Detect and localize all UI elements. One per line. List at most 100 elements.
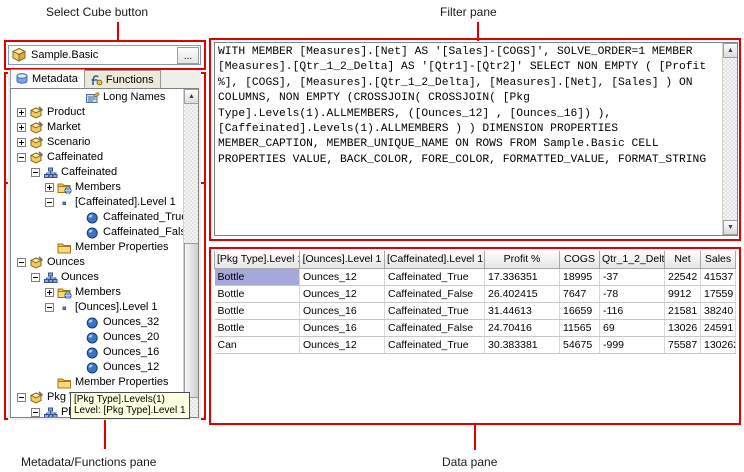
tree-node[interactable]: Members: [11, 180, 184, 195]
grid-row[interactable]: Bottle Ounces_16 Caffeinated_False 24.70416…: [214, 319, 736, 337]
select-cube-bar[interactable]: Sample.Basic ...: [8, 45, 201, 65]
expand-icon[interactable]: [45, 288, 54, 297]
grid-cell[interactable]: Bottle: [214, 302, 300, 320]
grid-cell[interactable]: Caffeinated_False: [384, 319, 485, 337]
tree-node[interactable]: Ounces_16: [11, 345, 184, 360]
grid-column-header[interactable]: Profit %: [484, 251, 560, 269]
grid-cell[interactable]: 17559: [700, 285, 736, 303]
tree-scroll-track[interactable]: [184, 104, 198, 417]
tree-node[interactable]: Ounces_12: [11, 360, 184, 375]
grid-cell[interactable]: 41537: [700, 268, 736, 286]
expand-icon[interactable]: [17, 123, 26, 132]
grid-column-header[interactable]: Sales: [700, 251, 736, 269]
expand-icon[interactable]: [17, 108, 26, 117]
tree-node[interactable]: Ounces: [11, 255, 184, 270]
grid-cell[interactable]: Ounces_12: [299, 268, 385, 286]
tree-node[interactable]: [Ounces].Level 1: [11, 300, 184, 315]
grid-cell[interactable]: 9912: [664, 285, 701, 303]
grid-column-header[interactable]: COGS: [559, 251, 600, 269]
data-pane[interactable]: [Pkg Type].Level 1 [Ounces].Level 1 [Caffe…: [214, 251, 738, 421]
result-grid[interactable]: [Pkg Type].Level 1 [Ounces].Level 1 [Caffe…: [214, 251, 736, 354]
grid-cell[interactable]: 21581: [664, 302, 701, 320]
grid-row[interactable]: Bottle Ounces_12 Caffeinated_False 26.40241…: [214, 285, 736, 303]
grid-column-header[interactable]: Net: [664, 251, 701, 269]
tree-node[interactable]: Ounces_20: [11, 330, 184, 345]
grid-row[interactable]: Bottle Ounces_16 Caffeinated_True 31.44613 1…: [214, 302, 736, 320]
tree-scroll-up-button[interactable]: ▲: [184, 89, 198, 104]
expand-icon[interactable]: [45, 183, 54, 192]
grid-cell[interactable]: Caffeinated_False: [384, 285, 485, 303]
grid-row[interactable]: Bottle Ounces_12 Caffeinated_True 17.336351…: [214, 268, 736, 286]
tree-node[interactable]: Ounces_32: [11, 315, 184, 330]
tree-node[interactable]: Caffeinated_True: [11, 210, 184, 225]
grid-cell[interactable]: 13026: [664, 319, 701, 337]
tree-node[interactable]: [Caffeinated].Level 1: [11, 195, 184, 210]
grid-cell[interactable]: 75587: [664, 336, 701, 354]
collapse-icon[interactable]: [17, 153, 26, 162]
tree-node[interactable]: Long Names: [11, 90, 184, 105]
mdx-query-text[interactable]: WITH MEMBER [Measures].[Net] AS '[Sales]…: [218, 46, 713, 166]
grid-cell[interactable]: Ounces_16: [299, 302, 385, 320]
tree-node[interactable]: Members: [11, 285, 184, 300]
filter-pane-scrollbar[interactable]: ▲ ▼: [722, 43, 737, 235]
filter-scroll-track[interactable]: [723, 58, 737, 235]
collapse-icon[interactable]: [17, 258, 26, 267]
filter-scroll-up-button[interactable]: ▲: [723, 43, 737, 58]
tree-node[interactable]: Caffeinated: [11, 150, 184, 165]
grid-cell[interactable]: 22542: [664, 268, 701, 286]
tree-node[interactable]: Ounces: [11, 270, 184, 285]
expand-icon[interactable]: [17, 138, 26, 147]
grid-cell[interactable]: 24.70416: [484, 319, 560, 337]
grid-cell[interactable]: -116: [599, 302, 665, 320]
grid-cell[interactable]: 38240: [700, 302, 736, 320]
filter-pane[interactable]: WITH MEMBER [Measures].[Net] AS '[Sales]…: [214, 42, 738, 236]
metadata-tree[interactable]: Long Names Product Market Scenario Caffeinat…: [10, 88, 199, 418]
grid-cell[interactable]: 26.402415: [484, 285, 560, 303]
grid-cell[interactable]: 30.383381: [484, 336, 560, 354]
grid-cell[interactable]: Bottle: [214, 268, 300, 286]
collapse-icon[interactable]: [31, 273, 40, 282]
tree-scroll-thumb[interactable]: [184, 243, 198, 398]
tree-node[interactable]: Member Properties: [11, 375, 184, 390]
tree-node[interactable]: Market: [11, 120, 184, 135]
grid-cell[interactable]: Bottle: [214, 285, 300, 303]
grid-cell[interactable]: 24591: [700, 319, 736, 337]
grid-cell[interactable]: -37: [599, 268, 665, 286]
grid-column-header[interactable]: Qtr_1_2_Delta: [599, 251, 665, 269]
grid-cell[interactable]: -78: [599, 285, 665, 303]
tree-node[interactable]: Scenario: [11, 135, 184, 150]
grid-cell[interactable]: Ounces_12: [299, 285, 385, 303]
grid-cell[interactable]: 18995: [559, 268, 600, 286]
tree-node[interactable]: Member Properties: [11, 240, 184, 255]
collapse-icon[interactable]: [17, 393, 26, 402]
grid-column-header[interactable]: [Pkg Type].Level 1: [214, 251, 300, 269]
grid-cell[interactable]: 17.336351: [484, 268, 560, 286]
grid-cell[interactable]: 54675: [559, 336, 600, 354]
grid-cell[interactable]: Ounces_12: [299, 336, 385, 354]
collapse-icon[interactable]: [45, 198, 54, 207]
filter-scroll-down-button[interactable]: ▼: [723, 220, 737, 235]
grid-cell[interactable]: Ounces_16: [299, 319, 385, 337]
grid-column-header[interactable]: [Caffeinated].Level 1: [384, 251, 485, 269]
grid-cell[interactable]: Caffeinated_True: [384, 302, 485, 320]
grid-cell[interactable]: Caffeinated_True: [384, 336, 485, 354]
grid-cell[interactable]: 31.44613: [484, 302, 560, 320]
grid-column-header[interactable]: [Ounces].Level 1: [299, 251, 385, 269]
collapse-icon[interactable]: [31, 408, 40, 417]
grid-cell[interactable]: 69: [599, 319, 665, 337]
grid-cell[interactable]: 11565: [559, 319, 600, 337]
tab-metadata[interactable]: Metadata: [10, 69, 85, 88]
grid-cell[interactable]: -999: [599, 336, 665, 354]
collapse-icon[interactable]: [45, 303, 54, 312]
grid-cell[interactable]: Bottle: [214, 319, 300, 337]
tree-node[interactable]: Caffeinated: [11, 165, 184, 180]
select-cube-browse-button[interactable]: ...: [177, 46, 199, 64]
grid-cell[interactable]: 16659: [559, 302, 600, 320]
grid-cell[interactable]: 7647: [559, 285, 600, 303]
grid-row[interactable]: Can Ounces_12 Caffeinated_True 30.383381 546…: [214, 336, 736, 354]
grid-cell[interactable]: Can: [214, 336, 300, 354]
metadata-tree-scrollbar[interactable]: ▲: [183, 89, 198, 417]
tree-node[interactable]: Product: [11, 105, 184, 120]
tab-functions[interactable]: Functions: [83, 70, 161, 88]
